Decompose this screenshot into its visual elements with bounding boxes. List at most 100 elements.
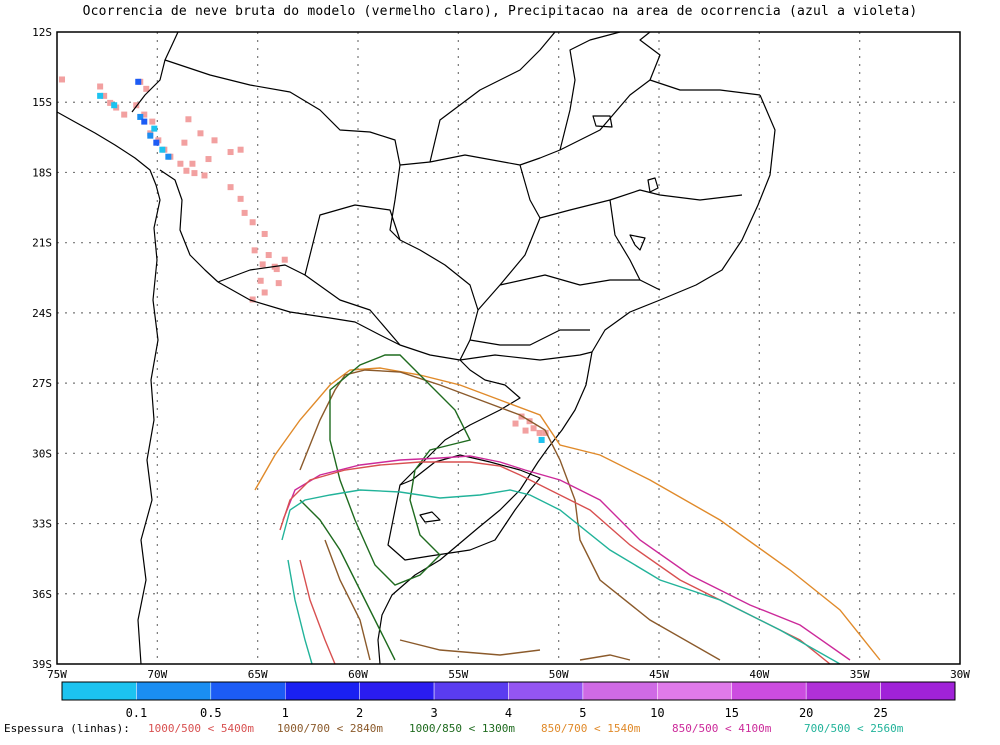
- legend-item: 1000/850 < 1300m: [409, 722, 515, 735]
- snow-cell: [97, 83, 104, 90]
- snow-cell: [259, 261, 266, 268]
- lagoon-feature: [419, 511, 441, 523]
- map-frame: [56, 31, 961, 665]
- contour-1000-500: [279, 461, 831, 664]
- snow-cell: [265, 252, 272, 259]
- latitude-axis: 12S 15S 18S 21S 24S 27S 30S 33S 36S 39S: [32, 26, 52, 671]
- colorbar-swatch: [731, 681, 807, 701]
- contour-700-500: [281, 489, 841, 664]
- border-chile-bolivia: [159, 169, 219, 283]
- snow-cell: [542, 429, 549, 436]
- lat-tick-label: 21S: [32, 237, 52, 250]
- border-bolivia-north: [164, 59, 401, 166]
- snow-occurrence-layer: [59, 76, 549, 443]
- snow-cell: [101, 92, 108, 99]
- snow-cell: [227, 149, 234, 156]
- contour-1000-700: [299, 369, 721, 661]
- thickness-contours: [254, 354, 881, 664]
- colorbar-label: 3: [430, 706, 437, 720]
- snow-cell: [237, 146, 244, 153]
- snow-cell: [185, 116, 192, 123]
- precip-cell: [141, 118, 148, 125]
- colorbar-swatch: [880, 681, 956, 701]
- precipitation-colorbar: 0.1 0.5 1 2 3 4 5 10 15 20 25: [61, 681, 956, 720]
- precip-cell: [137, 113, 144, 120]
- border-peru-bolivia: [131, 32, 179, 113]
- snow-cell: [181, 139, 188, 146]
- snow-cell: [141, 111, 148, 118]
- snow-cell: [241, 209, 248, 216]
- snow-cell: [227, 184, 234, 191]
- snow-cell: [133, 102, 140, 109]
- lat-tick-label: 33S: [32, 518, 52, 531]
- colorbar-swatch: [657, 681, 732, 701]
- precip-cell: [538, 436, 545, 443]
- thickness-legend: Espessura (linhas): 1000/500 < 5400m 1000/…: [4, 722, 904, 735]
- colorbar-swatch: [136, 681, 212, 701]
- colorbar-label: 10: [650, 706, 664, 720]
- colorbar-label: 0.5: [200, 706, 222, 720]
- colorbar-label: 15: [725, 706, 739, 720]
- colorbar-label: 5: [579, 706, 586, 720]
- snow-cell: [197, 130, 204, 137]
- colorbar-label: 25: [873, 706, 887, 720]
- snow-cell: [249, 296, 256, 303]
- precip-cell: [159, 146, 166, 153]
- lon-tick-label: 35W: [850, 668, 870, 681]
- lon-tick-label: 75W: [47, 668, 67, 681]
- snow-cell: [177, 160, 184, 167]
- lat-tick-label: 18S: [32, 166, 52, 179]
- snow-cell: [512, 420, 519, 427]
- lat-tick-label: 15S: [32, 96, 52, 109]
- contour-850-700: [254, 367, 881, 661]
- snow-cell: [191, 170, 198, 177]
- longitude-axis: 75W 70W 65W 60W 55W 50W 45W 40W 35W 30W: [47, 668, 970, 681]
- colorbar-swatch: [210, 681, 286, 701]
- snow-cell: [261, 289, 268, 296]
- country-borders: [57, 32, 776, 664]
- snow-cell: [257, 277, 264, 284]
- snow-cell: [189, 160, 196, 167]
- border-bolivia-paraguay: [217, 204, 401, 283]
- lat-tick-label: 27S: [32, 377, 52, 390]
- lon-tick-label: 70W: [147, 668, 167, 681]
- snow-cell: [121, 111, 128, 118]
- colorbar-frame: [61, 681, 956, 701]
- colorbar-swatch: [805, 681, 881, 701]
- colorbar-swatch: [285, 681, 360, 701]
- lon-tick-label: 45W: [649, 668, 669, 681]
- reservoir-feature-2: [629, 234, 646, 251]
- snow-cell: [530, 425, 537, 432]
- precip-cell: [111, 102, 118, 109]
- colorbar-swatch: [508, 681, 584, 701]
- lon-tick-label: 40W: [749, 668, 769, 681]
- pacific-coastline: [57, 111, 161, 664]
- snow-cell: [211, 137, 218, 144]
- colorbar-label: 0.1: [126, 706, 148, 720]
- snow-cell: [107, 99, 114, 106]
- precip-cell: [147, 132, 154, 139]
- lon-tick-label: 60W: [348, 668, 368, 681]
- lon-tick-label: 55W: [448, 668, 468, 681]
- snow-cell: [59, 76, 66, 83]
- lat-tick-label: 24S: [32, 307, 52, 320]
- colorbar-label: 20: [799, 706, 813, 720]
- lake-feature: [592, 115, 613, 128]
- lon-tick-label: 65W: [248, 668, 268, 681]
- snow-cell: [522, 427, 529, 434]
- legend-item: 1000/700 < 2840m: [277, 722, 383, 735]
- legend-item: 700/500 < 2560m: [804, 722, 904, 735]
- graticule: [57, 32, 960, 664]
- colorbar-label: 4: [505, 706, 512, 720]
- snow-cell: [275, 280, 282, 287]
- precip-cell: [135, 78, 142, 85]
- snow-cell: [201, 172, 208, 179]
- lon-tick-label: 50W: [549, 668, 569, 681]
- snow-cell: [281, 256, 288, 263]
- colorbar-swatch: [359, 681, 435, 701]
- snow-cell: [249, 219, 256, 226]
- snow-cell: [149, 118, 156, 125]
- legend-title: Espessura (linhas):: [4, 722, 130, 735]
- snow-cell: [237, 195, 244, 202]
- legend-item: 850/700 < 1540m: [541, 722, 641, 735]
